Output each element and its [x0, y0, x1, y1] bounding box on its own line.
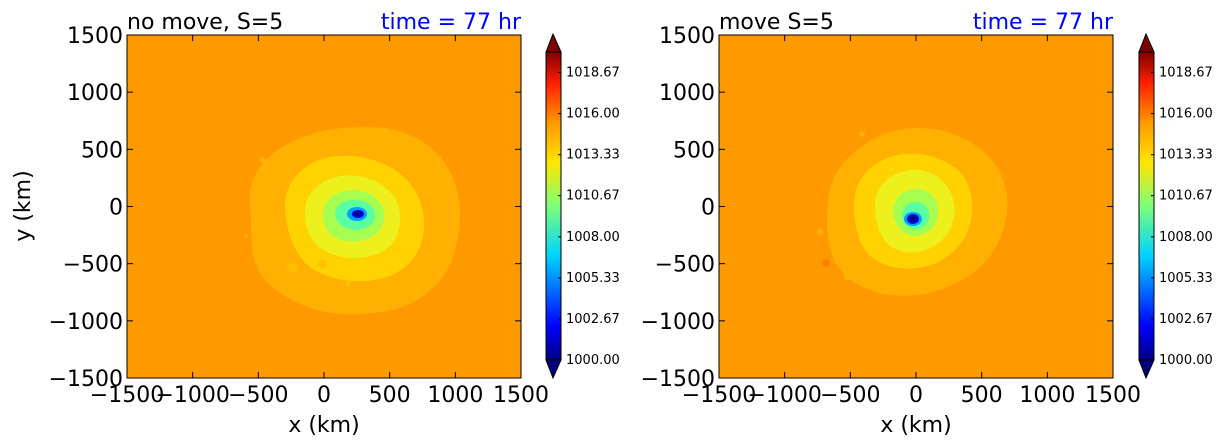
right-plot-area — [718, 34, 1114, 379]
left-colorbar-tick-label: 1010.67 — [566, 189, 620, 204]
left-y-tick-label: 0 — [109, 196, 123, 221]
left-y-tick-label: 1500 — [67, 24, 123, 49]
left-colorbar-tick-label: 1002.67 — [566, 312, 620, 327]
left-y-tick-label: −1500 — [49, 367, 123, 392]
right-cell — [817, 229, 823, 235]
left-colorbar-bar — [545, 51, 562, 361]
right-colorbar-bar — [1138, 51, 1155, 361]
right-cell — [914, 274, 922, 282]
left-y-tick-label: −1000 — [49, 310, 123, 335]
right-colorbar-tick-label: 1010.67 — [1159, 189, 1213, 204]
right-x-tick-label: 500 — [961, 383, 1003, 408]
right-y-tick-label: 0 — [701, 196, 715, 221]
left-colorbar-extend-min — [545, 359, 562, 380]
left-x-tick-label: −1500 — [90, 383, 164, 408]
left-time-label: time = 77 hr — [381, 10, 522, 35]
left-chart-panel: no move, S=5 time = 77 hr −1500−1000−500… — [11, 10, 620, 438]
right-cell — [859, 131, 865, 137]
left-plot-area — [126, 34, 522, 379]
right-y-tick-label: 1500 — [659, 24, 715, 49]
right-time-label: time = 77 hr — [973, 10, 1114, 35]
left-x-tick-label: 0 — [317, 383, 331, 408]
right-low-center — [910, 216, 916, 222]
left-axes: −1500−1000−500 0 500 1000 1500−1500−1000−500… — [49, 24, 549, 408]
left-colorbar-tick-label: 1005.33 — [566, 271, 620, 286]
left-colorbar-ticks: 1000.00 1002.67 1005.33 1008.00 1010.67 1013.… — [558, 65, 620, 368]
right-y-tick-label: 500 — [673, 138, 715, 163]
right-colorbar-ticks: 1000.00 1002.67 1005.33 1008.00 1010.67 1013.… — [1151, 65, 1213, 368]
right-axes: −1500−1000−500 0 500 1000 1500−1500−1000−500… — [641, 24, 1141, 408]
left-y-tick-label: −500 — [63, 253, 123, 278]
right-colorbar-tick-label: 1002.67 — [1159, 312, 1213, 327]
left-x-tick-label: −1000 — [155, 383, 229, 408]
right-colorbar-tick-label: 1013.33 — [1159, 148, 1213, 163]
right-cell — [822, 259, 830, 267]
right-cell — [844, 272, 852, 280]
left-x-tick-label: −500 — [228, 383, 288, 408]
right-chart-panel: move S=5 time = 77 hr −1500−1000−500 0 500… — [641, 10, 1213, 438]
right-colorbar-extend-min — [1138, 359, 1155, 380]
left-colorbar-extend-max — [545, 32, 562, 53]
right-colorbar-tick-label: 1000.00 — [1159, 353, 1213, 368]
right-colorbar-extend-max — [1138, 32, 1155, 53]
right-x-tick-label: 1500 — [1085, 383, 1141, 408]
left-x-tick-label: 1500 — [493, 383, 549, 408]
right-y-tick-label: −500 — [655, 253, 715, 278]
right-title: move S=5 — [719, 10, 834, 35]
right-x-tick-label: 1000 — [1019, 383, 1075, 408]
right-x-tick-label: 0 — [909, 383, 923, 408]
left-cell — [259, 157, 265, 163]
left-cell — [318, 260, 326, 268]
left-title: no move, S=5 — [127, 10, 283, 35]
right-y-tick-label: −1500 — [641, 367, 715, 392]
left-colorbar-tick-label: 1018.67 — [566, 65, 620, 80]
right-x-axis-label: x (km) — [880, 413, 951, 438]
left-cell — [244, 234, 248, 238]
left-colorbar-tick-label: 1008.00 — [566, 230, 620, 245]
right-y-tick-label: 1000 — [659, 81, 715, 106]
right-colorbar: 1000.00 1002.67 1005.33 1008.00 1010.67 1013.… — [1138, 32, 1213, 380]
right-x-tick-label: −1000 — [747, 383, 821, 408]
left-cell — [345, 281, 351, 287]
left-colorbar-tick-label: 1013.33 — [566, 148, 620, 163]
left-cell — [287, 263, 297, 273]
left-x-tick-label: 500 — [369, 383, 411, 408]
left-colorbar-tick-label: 1000.00 — [566, 353, 620, 368]
left-colorbar: 1000.00 1002.67 1005.33 1008.00 1010.67 1013.… — [545, 32, 620, 380]
left-y-tick-label: 500 — [81, 138, 123, 163]
left-x-axis-label: x (km) — [288, 413, 359, 438]
left-y-tick-label: 1000 — [67, 81, 123, 106]
right-colorbar-tick-label: 1018.67 — [1159, 65, 1213, 80]
left-colorbar-tick-label: 1016.00 — [566, 107, 620, 122]
left-y-axis-label: y (km) — [11, 170, 36, 241]
right-colorbar-tick-label: 1008.00 — [1159, 230, 1213, 245]
right-x-tick-label: −500 — [820, 383, 880, 408]
left-x-tick-label: 1000 — [427, 383, 483, 408]
right-x-tick-label: −1500 — [682, 383, 756, 408]
right-y-tick-label: −1000 — [641, 310, 715, 335]
right-colorbar-tick-label: 1005.33 — [1159, 271, 1213, 286]
right-colorbar-tick-label: 1016.00 — [1159, 107, 1213, 122]
left-low-center — [355, 212, 361, 216]
